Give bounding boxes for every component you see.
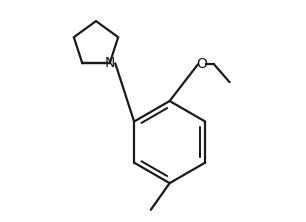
Text: O: O: [196, 57, 207, 71]
Text: N: N: [105, 56, 115, 70]
